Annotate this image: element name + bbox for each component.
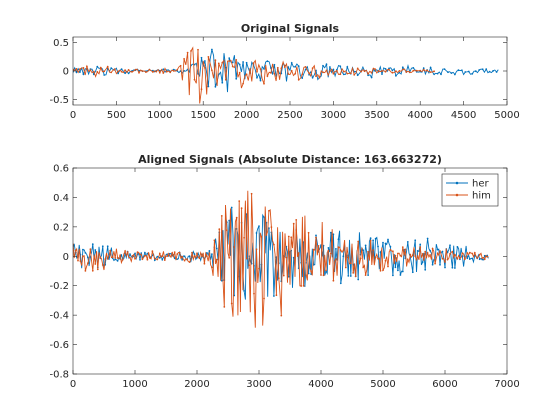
x-tick-label: 7000	[494, 379, 519, 390]
x-tick-label: 4000	[407, 110, 432, 121]
x-tick-label: 1000	[147, 110, 172, 121]
chart-title: Original Signals	[241, 22, 340, 35]
x-tick-label: 2000	[234, 110, 259, 121]
legend-marker	[455, 181, 459, 185]
y-tick-label: 0.5	[53, 38, 69, 49]
series-line-2	[73, 46, 435, 104]
y-tick-label: 0.4	[53, 193, 69, 204]
x-tick-label: 3000	[321, 110, 346, 121]
x-tick-label: 0	[70, 110, 76, 121]
axes-box	[72, 167, 508, 375]
x-tick-label: 6000	[432, 379, 457, 390]
y-tick-label: 0.6	[53, 164, 69, 175]
legend-label: him	[472, 191, 491, 202]
x-tick-label: 500	[107, 110, 126, 121]
legend-marker	[455, 193, 459, 197]
x-tick-label: 1500	[190, 110, 215, 121]
series-him	[73, 190, 489, 328]
y-tick-label: -0.2	[49, 281, 69, 292]
x-tick-label: 1000	[122, 379, 147, 390]
x-tick-label: 5000	[370, 379, 395, 390]
chart-title: Aligned Signals (Absolute Distance: 163.…	[138, 153, 442, 166]
legend-label: her	[472, 179, 489, 190]
x-tick-label: 0	[70, 379, 76, 390]
y-tick-label: -0.8	[49, 370, 69, 381]
y-tick-label: -0.6	[49, 340, 69, 351]
y-tick-label: -0.4	[49, 311, 69, 322]
x-tick-label: 5000	[494, 110, 519, 121]
y-tick-label: 0.2	[53, 222, 69, 233]
original-signals-plot: 0 500 1000 1500 2000 2500 3000 3500 4000 4500 5000…	[49, 22, 519, 121]
y-tick-label: -0.5	[49, 95, 69, 106]
series-markers	[73, 48, 498, 88]
x-tick-label: 3500	[364, 110, 389, 121]
x-tick-label: 4500	[451, 110, 476, 121]
x-tick-label: 3000	[246, 379, 271, 390]
aligned-signals-plot: 0 1000 2000 3000 4000 5000 6000 7000 -0.8 -0.6 -0.…	[49, 153, 519, 390]
x-tick-label: 2000	[184, 379, 209, 390]
y-tick-label: 0	[63, 67, 69, 78]
y-tick-label: 0	[63, 252, 69, 263]
x-tick-label: 2500	[277, 110, 302, 121]
legend-box	[441, 173, 499, 207]
x-tick-label: 4000	[308, 379, 333, 390]
